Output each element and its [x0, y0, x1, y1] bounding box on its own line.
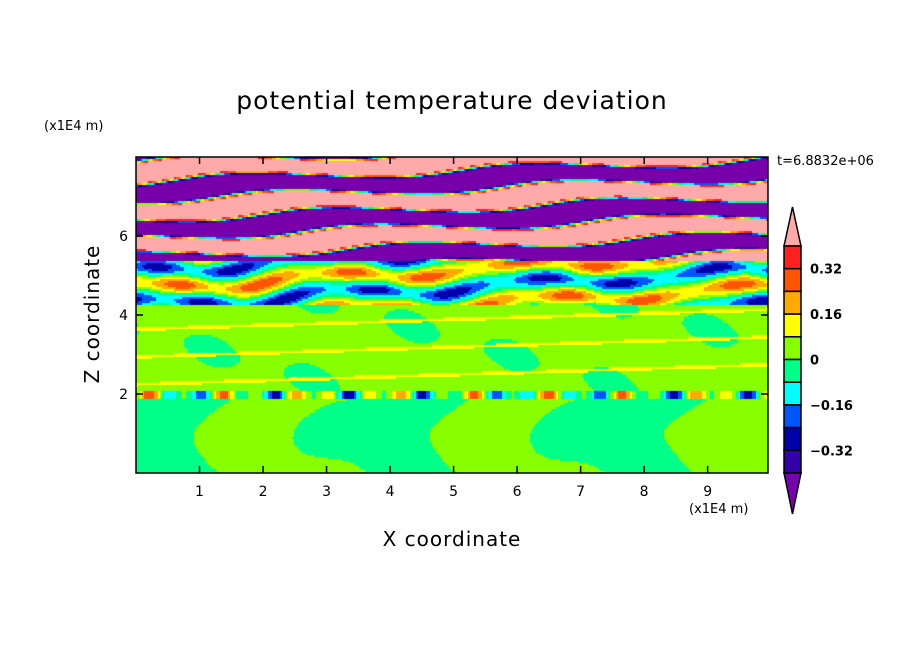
colorbar-label: 0.16 [810, 308, 842, 323]
colorbar-box [783, 290, 802, 315]
y-tick-label: 6 [119, 229, 128, 245]
x-tick-label: 5 [449, 484, 458, 500]
colorbar-box [783, 267, 802, 293]
colorbar-box [783, 336, 802, 361]
x-tick-label: 4 [386, 484, 395, 500]
colorbar-box [783, 313, 802, 338]
y-tick-label: 4 [119, 308, 128, 324]
x-tick-label: 8 [640, 484, 649, 500]
x-tick-label: 1 [195, 484, 204, 500]
x-tick-label: 9 [703, 484, 712, 500]
colorbar-extend-min [783, 472, 802, 515]
colorbar-label: 0 [810, 354, 819, 369]
x-tick-label: 7 [576, 484, 585, 500]
y-tick-label: 2 [119, 387, 128, 403]
x-tick-label: 6 [513, 484, 522, 500]
colorbar-box [783, 404, 802, 429]
colorbar-label: −0.32 [810, 444, 853, 459]
colorbar-box [783, 358, 802, 383]
colorbar-box [783, 381, 802, 406]
y-axis-unit: (x1E4 m) [44, 119, 104, 134]
x-tick-label: 3 [322, 484, 331, 500]
colorbar-label: −0.16 [810, 399, 853, 414]
colorbar-extend-max [783, 206, 802, 247]
chart-title: potential temperature deviation [236, 86, 668, 115]
time-annotation: t=6.8832e+06 [777, 154, 874, 169]
colorbar-box [783, 449, 802, 474]
colorbar-box [783, 245, 802, 270]
colorbar-label: 0.32 [810, 263, 842, 278]
x-axis-unit: (x1E4 m) [689, 502, 749, 517]
colorbar-box [783, 426, 802, 452]
x-tick-label: 2 [259, 484, 268, 500]
plot-frame [135, 156, 769, 474]
x-axis-label: X coordinate [382, 527, 522, 551]
contour-field [136, 157, 768, 473]
